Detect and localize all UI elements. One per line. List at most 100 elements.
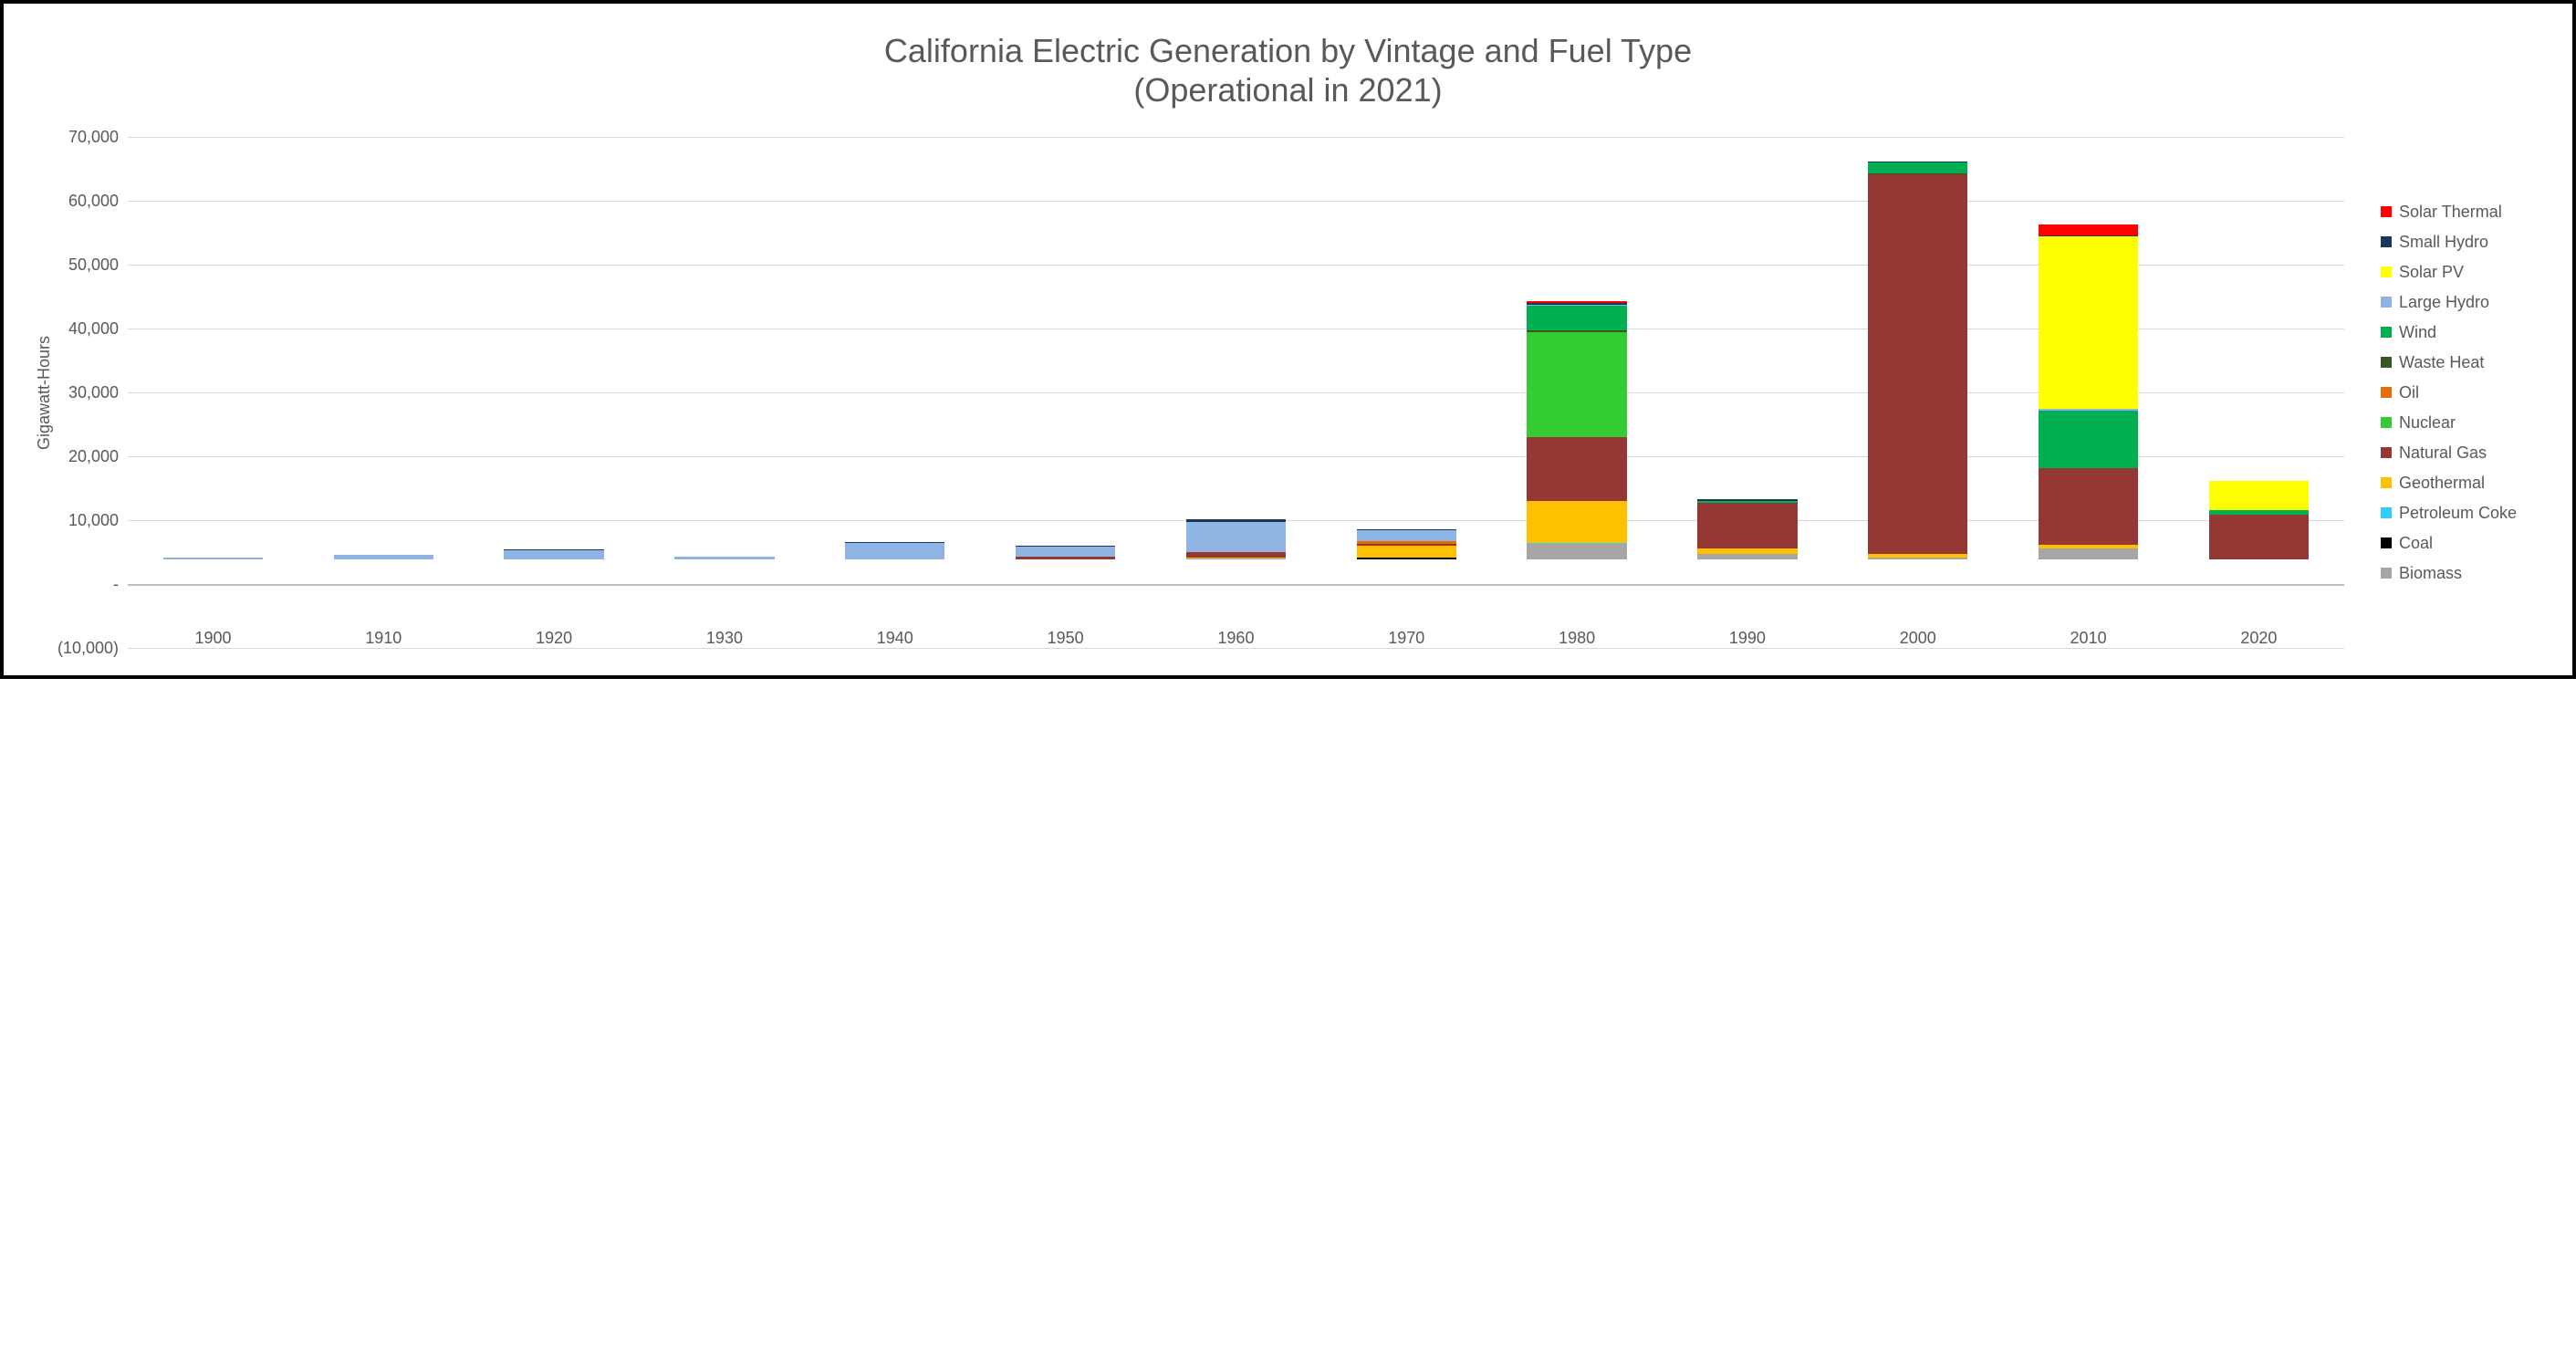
x-tick-label: 2020 <box>2209 629 2309 648</box>
bar-segment <box>1016 547 1115 557</box>
legend-item: Petroleum Coke <box>2381 504 2545 523</box>
bar <box>504 549 603 560</box>
bar <box>674 557 774 560</box>
y-axis-label: Gigawatt-Hours <box>31 336 57 450</box>
bar <box>1697 499 1797 559</box>
legend-item: Waste Heat <box>2381 353 2545 372</box>
legend-swatch <box>2381 206 2392 217</box>
x-axis-ticks: 1900 1910 1920 1930 1940 1950 1960 1970 1980 1990… <box>128 629 2344 648</box>
legend-item: Biomass <box>2381 564 2545 583</box>
chart-frame: California Electric Generation by Vintag… <box>0 0 2576 679</box>
bar-segment <box>163 558 263 560</box>
legend-label: Nuclear <box>2399 413 2456 433</box>
legend-label: Coal <box>2399 534 2433 553</box>
bar-segment <box>1868 174 1967 555</box>
bar-segment <box>1868 558 1967 560</box>
chart-title-line2: (Operational in 2021) <box>1133 71 1442 109</box>
x-tick-label: 1930 <box>674 629 774 648</box>
bar-segment <box>845 543 944 559</box>
bar <box>1016 546 1115 560</box>
bar-segment <box>674 557 774 560</box>
bar <box>163 558 263 560</box>
legend-swatch <box>2381 297 2392 308</box>
bar-segment <box>1186 522 1286 552</box>
legend-swatch <box>2381 236 2392 247</box>
x-tick-label: 1980 <box>1527 629 1626 648</box>
bars-container <box>128 112 2344 559</box>
bar-segment <box>1357 546 1456 558</box>
bar-segment <box>1868 162 1967 173</box>
legend-item: Oil <box>2381 383 2545 402</box>
legend: Solar Thermal Small Hydro Solar PV Large Hy… <box>2344 137 2545 648</box>
legend-label: Geothermal <box>2399 474 2485 493</box>
gridline <box>128 648 2344 649</box>
bar <box>1868 162 1967 559</box>
bar <box>2039 224 2138 559</box>
legend-swatch <box>2381 507 2392 518</box>
legend-label: Oil <box>2399 383 2419 402</box>
bar-segment <box>2209 481 2309 510</box>
bar <box>1527 301 1626 559</box>
x-tick-label: 1960 <box>1186 629 1286 648</box>
legend-label: Solar Thermal <box>2399 203 2502 222</box>
legend-swatch <box>2381 327 2392 338</box>
x-tick-label: 1910 <box>334 629 433 648</box>
bar-segment <box>2039 548 2138 560</box>
bar <box>2209 481 2309 559</box>
bar-segment <box>1357 558 1456 560</box>
legend-swatch <box>2381 447 2392 458</box>
legend-item: Small Hydro <box>2381 233 2545 252</box>
bar-segment <box>2039 224 2138 235</box>
legend-label: Large Hydro <box>2399 293 2489 312</box>
legend-swatch <box>2381 266 2392 277</box>
y-axis-ticks: 70,00060,00050,00040,00030,00020,00010,0… <box>57 137 128 648</box>
legend-item: Solar Thermal <box>2381 203 2545 222</box>
bar-segment <box>1527 306 1626 330</box>
legend-swatch <box>2381 477 2392 488</box>
bar <box>1186 519 1286 559</box>
bar <box>334 555 433 559</box>
x-tick-label: 1990 <box>1697 629 1797 648</box>
bar-segment <box>504 550 603 560</box>
x-tick-label: 1900 <box>163 629 263 648</box>
bar-segment <box>2039 236 2138 409</box>
x-tick-label: 1950 <box>1016 629 1115 648</box>
legend-label: Wind <box>2399 323 2436 342</box>
bar-segment <box>1527 437 1626 501</box>
bar-segment <box>1527 544 1626 560</box>
legend-item: Coal <box>2381 534 2545 553</box>
chart-title: California Electric Generation by Vintag… <box>31 31 2545 110</box>
legend-swatch <box>2381 387 2392 398</box>
bar-segment <box>334 555 433 559</box>
bar-segment <box>1527 332 1626 438</box>
legend-item: Nuclear <box>2381 413 2545 433</box>
x-tick-label: 2000 <box>1868 629 1967 648</box>
bar-segment <box>2209 515 2309 559</box>
x-axis-baseline <box>128 584 2344 586</box>
plot-area <box>128 137 2344 623</box>
chart-title-line1: California Electric Generation by Vintag… <box>884 32 1692 69</box>
x-tick-label: 1940 <box>845 629 944 648</box>
bar-segment <box>1697 554 1797 559</box>
legend-label: Petroleum Coke <box>2399 504 2517 523</box>
bar <box>1357 529 1456 560</box>
bar-segment <box>1016 557 1115 560</box>
bar-segment <box>1357 530 1456 541</box>
bar-segment <box>1697 503 1797 548</box>
x-tick-label: 2010 <box>2039 629 2138 648</box>
legend-swatch <box>2381 417 2392 428</box>
legend-item: Solar PV <box>2381 263 2545 282</box>
legend-label: Waste Heat <box>2399 353 2484 372</box>
legend-label: Solar PV <box>2399 263 2464 282</box>
x-tick-label: 1970 <box>1357 629 1456 648</box>
bar-segment <box>1527 501 1626 543</box>
bar-segment <box>2039 468 2138 545</box>
legend-label: Natural Gas <box>2399 443 2487 463</box>
x-tick-label: 1920 <box>504 629 603 648</box>
legend-item: Natural Gas <box>2381 443 2545 463</box>
bar-segment <box>1186 558 1286 559</box>
legend-swatch <box>2381 357 2392 368</box>
bar-segment <box>2039 411 2138 468</box>
legend-label: Biomass <box>2399 564 2462 583</box>
legend-item: Wind <box>2381 323 2545 342</box>
